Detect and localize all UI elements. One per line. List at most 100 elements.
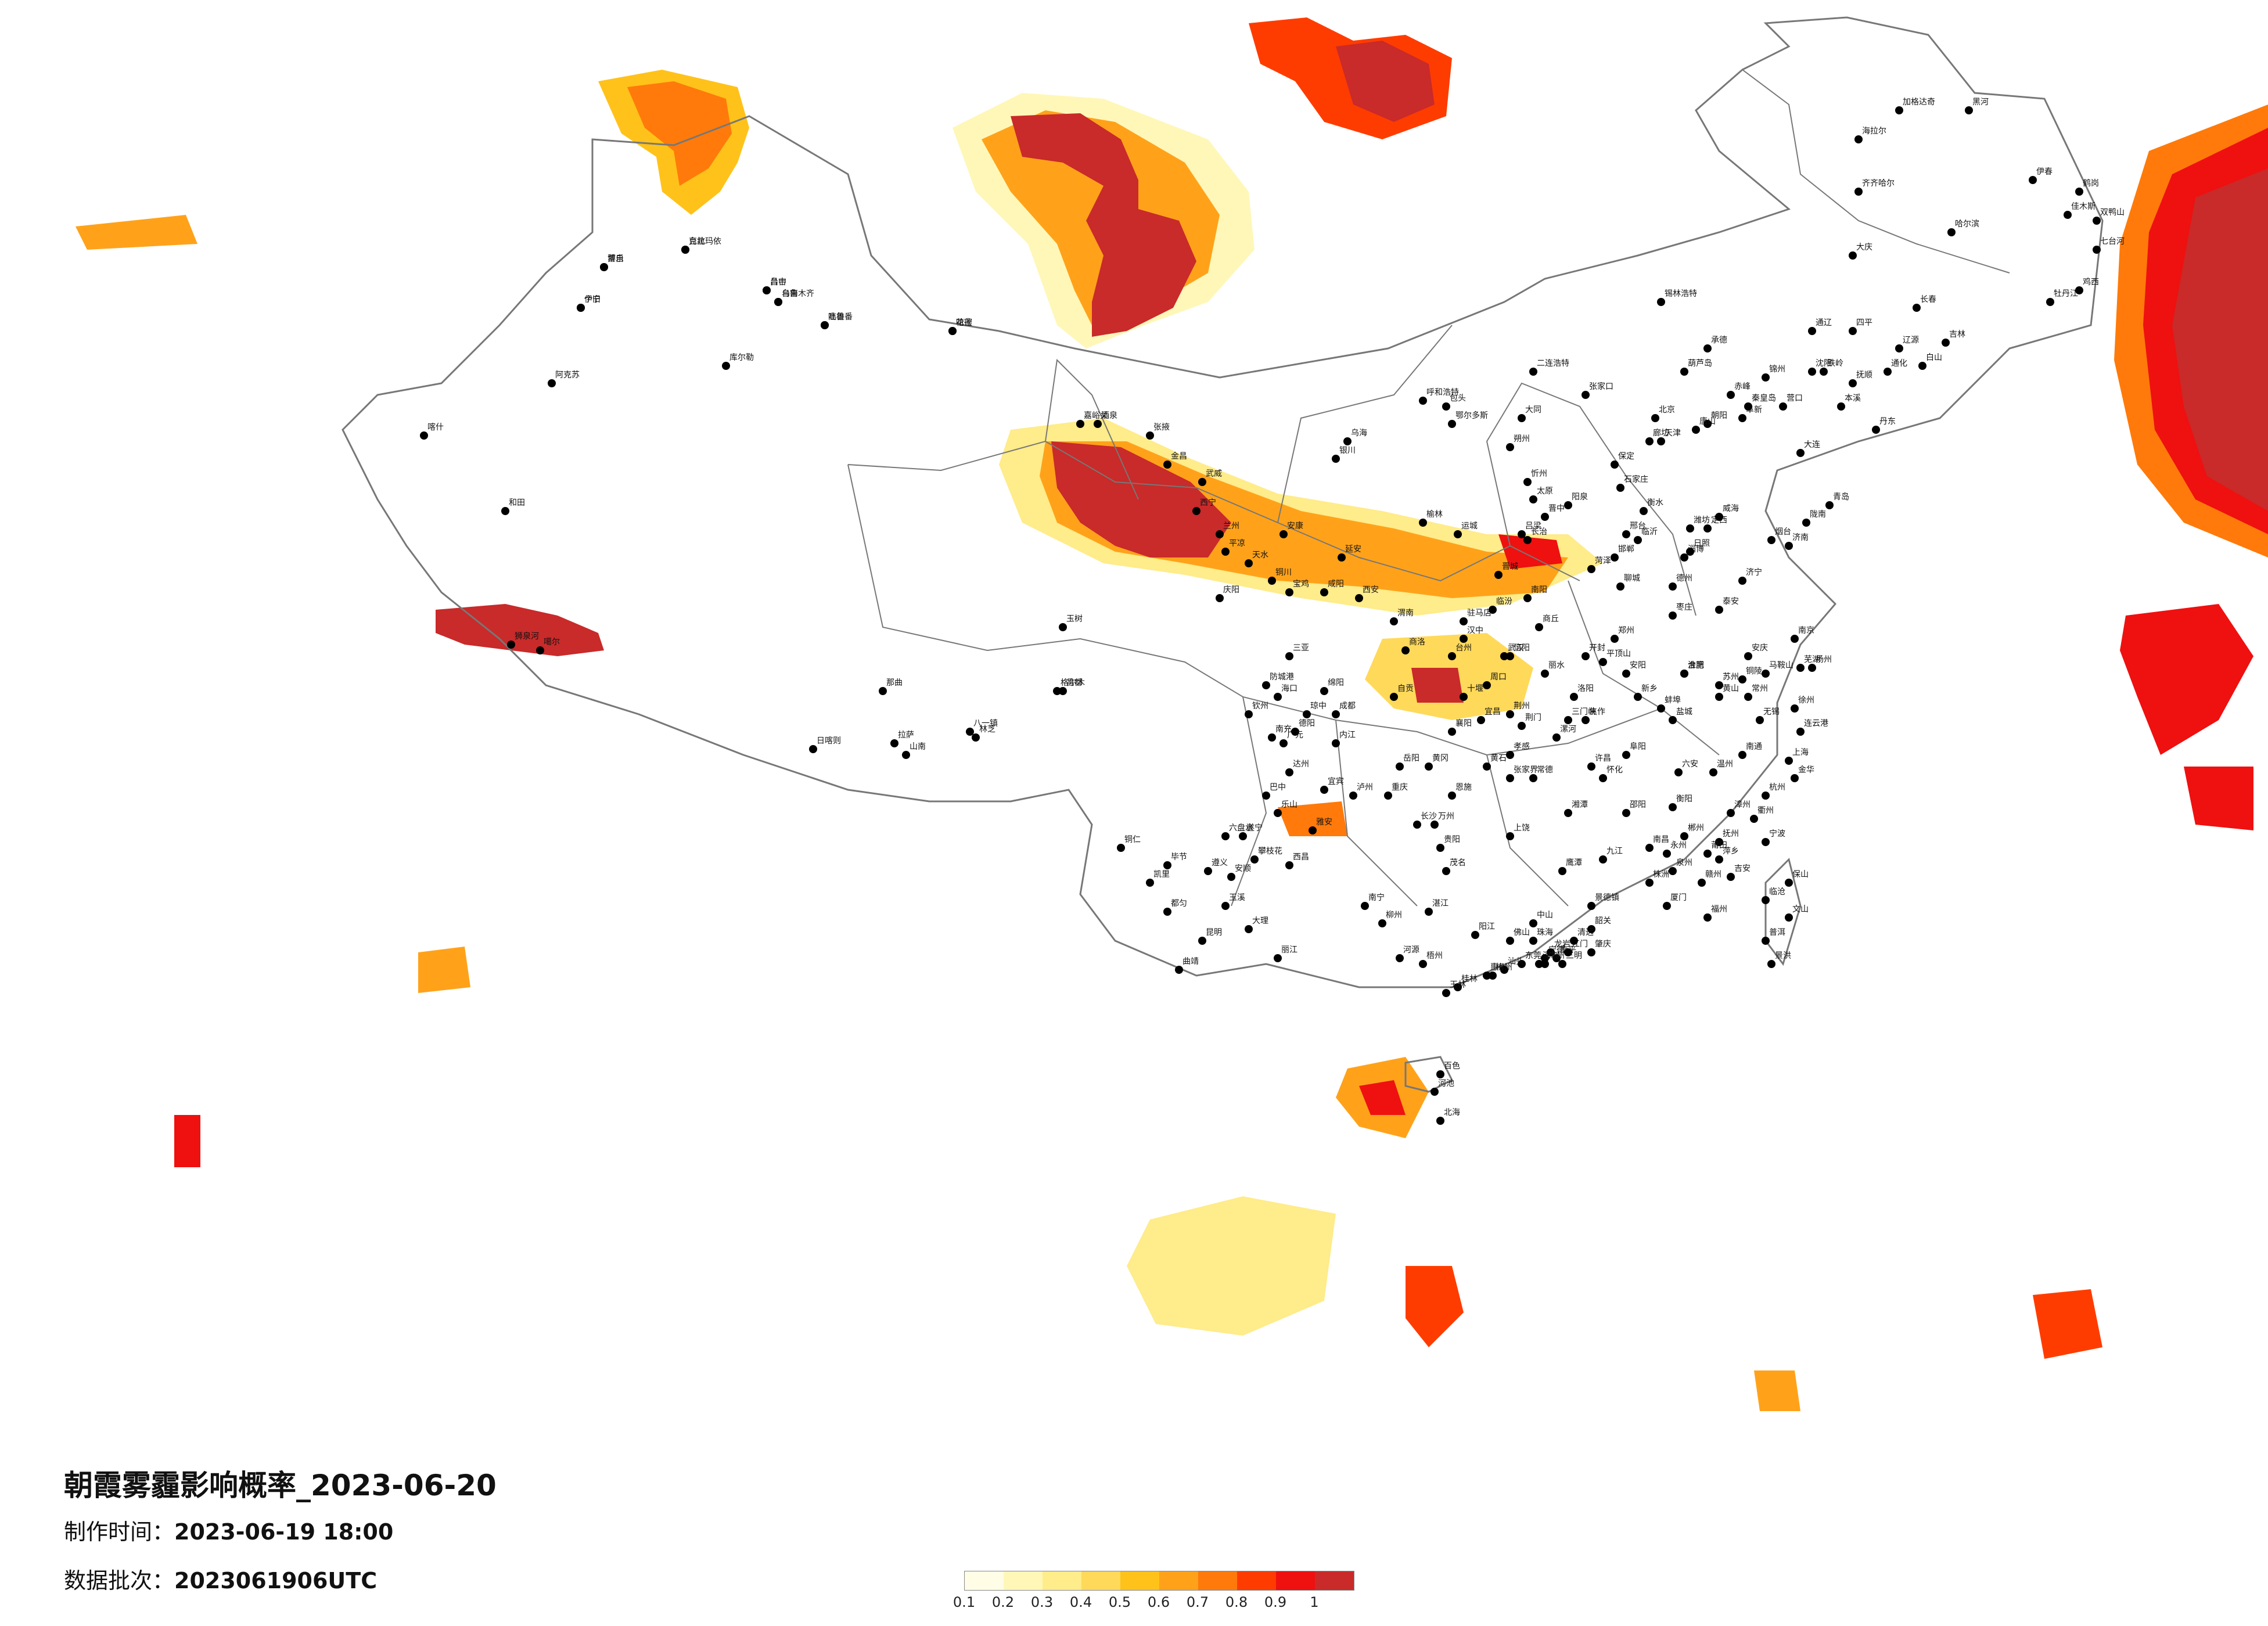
city-marker: 齐齐哈尔	[1854, 179, 1895, 196]
city-marker: 广州	[1541, 951, 1565, 968]
city-dot	[1163, 461, 1171, 469]
city-label: 呼和浩特	[1426, 388, 1459, 397]
city-dot	[1680, 832, 1688, 840]
city-marker: 通辽	[1808, 318, 1832, 335]
city-dot	[1680, 670, 1688, 678]
produce-time-value: 2023-06-19 18:00	[174, 1519, 394, 1545]
city-dot	[1390, 693, 1398, 701]
city-marker: 铜川	[1268, 568, 1292, 585]
city-label: 丹东	[1879, 417, 1896, 426]
city-marker: 漳州	[1727, 800, 1751, 817]
city-dot	[1657, 298, 1665, 306]
city-label: 济南	[1792, 533, 1809, 542]
city-marker: 汉中	[1460, 626, 1483, 643]
city-marker: 台州	[1448, 643, 1472, 660]
city-label: 福州	[1711, 905, 1727, 914]
city-dot	[1192, 507, 1201, 515]
city-marker: 黄石	[1483, 753, 1507, 771]
city-marker: 达州	[1285, 760, 1309, 776]
city-dot	[1442, 989, 1450, 997]
city-dot	[890, 739, 898, 747]
city-marker: 二连浩特	[1529, 359, 1569, 376]
city-label: 牡丹江	[2054, 289, 2078, 298]
field-loess-red	[1498, 534, 1562, 569]
city-dot	[1657, 704, 1665, 713]
city-dot	[1094, 420, 1102, 428]
city-dot	[1715, 513, 1723, 521]
city-marker: 大连	[1796, 440, 1820, 457]
city-dot	[1274, 693, 1282, 701]
city-label: 商丘	[1543, 614, 1559, 624]
city-marker: 加格达奇	[1895, 97, 1935, 114]
city-dot	[902, 751, 910, 759]
city-dot	[1053, 687, 1061, 695]
city-dot	[1692, 426, 1700, 434]
city-label: 深圳	[1543, 951, 1559, 961]
city-dot	[1837, 402, 1845, 411]
field-nw-small	[76, 215, 197, 250]
city-label: 淮南	[1688, 661, 1704, 670]
city-label: 莆田	[1711, 841, 1727, 850]
city-marker: 宁波	[1762, 829, 1785, 846]
city-label: 六安	[1682, 760, 1698, 769]
city-label: 肇庆	[1595, 940, 1611, 949]
city-dot	[1506, 710, 1514, 718]
city-marker: 三亚	[1285, 643, 1309, 660]
city-marker: 丽水	[1541, 661, 1565, 678]
city-label: 汉中	[1467, 626, 1483, 635]
city-label: 四平	[1856, 318, 1872, 328]
city-label: 唐山	[1699, 416, 1716, 426]
city-marker: 昌都	[1059, 678, 1083, 695]
city-dot	[1791, 704, 1799, 713]
city-label: 达州	[1293, 760, 1309, 769]
city-label: 阳江	[1479, 922, 1495, 931]
city-label: 吕梁	[1525, 521, 1541, 531]
city-marker: 嘉峪关	[1076, 411, 1108, 428]
city-dot	[1076, 420, 1084, 428]
city-marker: 中山	[1529, 911, 1553, 927]
city-dot	[1715, 838, 1723, 846]
city-marker: 长治	[1523, 527, 1547, 544]
city-marker: 潍坊	[1686, 516, 1710, 533]
city-label: 八一镇	[973, 719, 998, 728]
city-marker: 株洲	[1645, 870, 1669, 887]
city-marker: 南宁	[1361, 893, 1385, 910]
city-label: 太原	[1537, 487, 1553, 496]
city-dot	[1274, 954, 1282, 962]
city-label: 沈阳	[1816, 359, 1832, 368]
field-mongolia-max	[1011, 113, 1196, 337]
city-label: 兰州	[1223, 521, 1239, 531]
city-marker: 四平	[1849, 318, 1872, 335]
city-label: 长沙	[1421, 812, 1437, 821]
province-lines	[847, 69, 2010, 906]
city-marker: 珠海	[1529, 928, 1553, 945]
city-label: 南阳	[1531, 585, 1547, 595]
city-dot	[1239, 832, 1247, 840]
city-dot	[1622, 530, 1630, 538]
city-marker: 忻州	[1523, 469, 1547, 486]
city-dot	[1582, 716, 1590, 724]
city-marker: 和田	[501, 498, 525, 515]
city-label: 聊城	[1624, 574, 1640, 583]
city-label: 普洱	[1769, 928, 1785, 937]
legend-swatch	[1043, 1571, 1081, 1590]
city-marker: 梧州	[1419, 951, 1443, 968]
city-label: 韶关	[1595, 916, 1611, 926]
city-dot	[1448, 792, 1456, 800]
city-marker: 庆阳	[1216, 585, 1239, 602]
city-label: 广元	[1287, 731, 1303, 740]
city-dot	[1494, 571, 1503, 579]
city-dot	[1645, 437, 1654, 445]
city-dot	[1268, 577, 1276, 585]
city-dot	[1587, 902, 1595, 910]
field-guizhou	[1278, 801, 1347, 836]
city-marker: 日喀则	[809, 736, 841, 753]
city-dot	[1640, 507, 1648, 515]
city-dot	[1361, 902, 1369, 910]
city-dot	[1791, 774, 1799, 782]
city-label: 遂宁	[1246, 823, 1263, 833]
city-label: 防城港	[1270, 672, 1294, 682]
city-dot	[1506, 774, 1514, 782]
city-label: 铁岭	[1827, 359, 1843, 368]
city-label: 银川	[1339, 446, 1356, 455]
